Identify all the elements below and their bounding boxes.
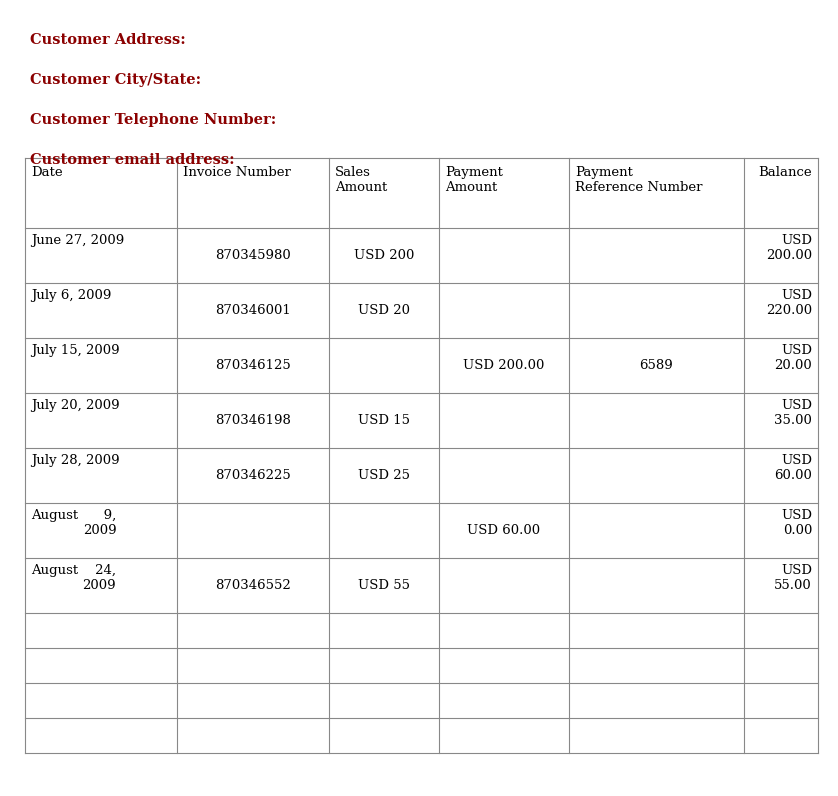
Text: USD 200: USD 200 (354, 249, 414, 262)
Text: USD 20: USD 20 (358, 304, 410, 317)
Text: USD
220.00: USD 220.00 (766, 289, 812, 317)
Text: 870346225: 870346225 (215, 469, 291, 482)
Text: Invoice Number: Invoice Number (183, 166, 291, 179)
Text: Sales
Amount: Sales Amount (335, 166, 387, 194)
Text: 870346125: 870346125 (215, 359, 291, 372)
Text: 870346552: 870346552 (215, 579, 291, 592)
Text: 870346198: 870346198 (215, 414, 291, 427)
Text: July 6, 2009: July 6, 2009 (31, 289, 111, 302)
Text: Payment
Amount: Payment Amount (445, 166, 503, 194)
Text: 6589: 6589 (639, 359, 674, 372)
Text: USD 15: USD 15 (358, 414, 410, 427)
Text: August    24,
2009: August 24, 2009 (31, 564, 116, 592)
Text: USD
0.00: USD 0.00 (781, 509, 812, 537)
Text: Payment
Reference Number: Payment Reference Number (575, 166, 702, 194)
Text: USD
20.00: USD 20.00 (774, 344, 812, 372)
Text: USD
200.00: USD 200.00 (766, 234, 812, 262)
Text: Balance: Balance (758, 166, 812, 179)
Text: 870345980: 870345980 (215, 249, 291, 262)
Text: USD 55: USD 55 (358, 579, 410, 592)
Text: USD 200.00: USD 200.00 (463, 359, 545, 372)
Text: Date: Date (31, 166, 63, 179)
Text: 870346001: 870346001 (215, 304, 291, 317)
Text: Customer email address:: Customer email address: (30, 153, 235, 167)
Text: July 20, 2009: July 20, 2009 (31, 399, 120, 412)
Text: USD
55.00: USD 55.00 (774, 564, 812, 592)
Text: USD 25: USD 25 (358, 469, 410, 482)
Text: Customer City/State:: Customer City/State: (30, 73, 201, 87)
Text: USD
35.00: USD 35.00 (774, 399, 812, 427)
Text: Customer Telephone Number:: Customer Telephone Number: (30, 113, 277, 127)
Text: August      9,
2009: August 9, 2009 (31, 509, 116, 537)
Text: Customer Address:: Customer Address: (30, 33, 186, 47)
Text: June 27, 2009: June 27, 2009 (31, 234, 124, 247)
Text: July 15, 2009: July 15, 2009 (31, 344, 120, 357)
Text: USD
60.00: USD 60.00 (774, 454, 812, 482)
Text: July 28, 2009: July 28, 2009 (31, 454, 120, 467)
Text: USD 60.00: USD 60.00 (468, 524, 541, 537)
